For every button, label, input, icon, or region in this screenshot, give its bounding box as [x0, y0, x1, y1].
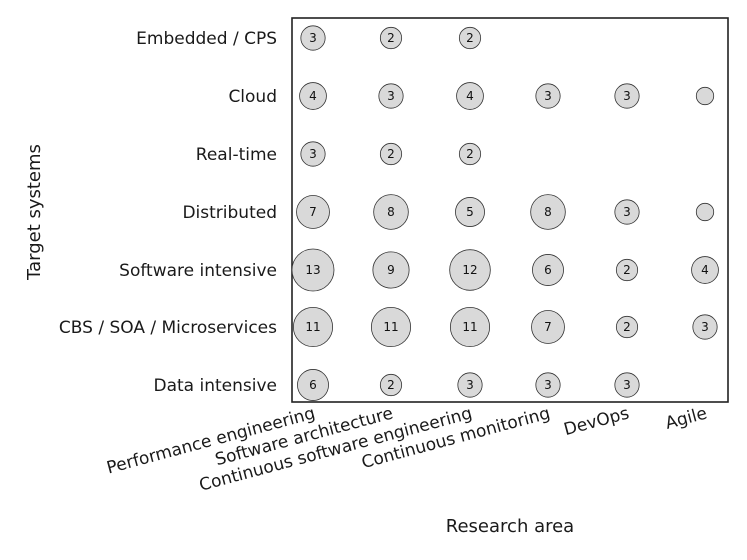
bubble-performance-engineering-software-intensive — [291, 248, 335, 292]
bubble-continuous-monitoring-data-intensive — [535, 372, 561, 398]
bubble-devops-software-intensive — [615, 258, 639, 282]
bubble-performance-engineering-distributed-label: 7 — [309, 205, 317, 219]
bubble-continuous-monitoring-cloud-label: 3 — [544, 89, 552, 103]
bubble-devops-data-intensive — [614, 372, 640, 398]
bubble-performance-engineering-embedded-cps-label: 3 — [309, 31, 317, 45]
bubble-performance-engineering-embedded-cps — [300, 25, 326, 51]
bubble-agile-distributed — [695, 202, 715, 222]
bubble-devops-cbs-soa-microservices-label: 2 — [623, 320, 631, 334]
y-tick-embedded-cps: Embedded / CPS — [136, 29, 277, 49]
bubble-continuous-software-engineering-embedded-cps — [458, 26, 482, 50]
bubble-performance-engineering-data-intensive — [297, 369, 329, 401]
bubble-continuous-software-engineering-cbs-soa-microservices-label: 11 — [462, 320, 477, 334]
bubble-software-architecture-cloud — [378, 83, 404, 109]
y-tick-real-time: Real-time — [196, 145, 277, 165]
bubble-agile-cbs-soa-microservices — [692, 314, 718, 340]
bubble-devops-data-intensive-label: 3 — [623, 378, 631, 392]
bubble-software-architecture-cloud-label: 3 — [387, 89, 395, 103]
y-tick-cloud: Cloud — [228, 87, 277, 107]
bubble-software-architecture-real-time-label: 2 — [387, 147, 395, 161]
bubble-software-architecture-cbs-soa-microservices — [370, 306, 412, 348]
bubble-continuous-software-engineering-software-intensive — [449, 249, 491, 291]
bubble-continuous-software-engineering-cloud-label: 4 — [466, 89, 474, 103]
bubble-continuous-software-engineering-real-time-label: 2 — [466, 147, 474, 161]
bubble-continuous-software-engineering-data-intensive — [457, 372, 483, 398]
bubble-devops-cbs-soa-microservices — [615, 315, 639, 339]
bubble-performance-engineering-cloud-label: 4 — [309, 89, 317, 103]
bubble-continuous-monitoring-distributed-label: 8 — [544, 205, 552, 219]
bubble-performance-engineering-cloud — [299, 82, 327, 110]
bubble-continuous-monitoring-cbs-soa-microservices-label: 7 — [544, 320, 552, 334]
bubble-software-architecture-cbs-soa-microservices-label: 11 — [383, 320, 398, 334]
bubble-software-architecture-software-intensive-label: 9 — [387, 263, 395, 277]
bubble-performance-engineering-real-time-label: 3 — [309, 147, 317, 161]
bubble-continuous-monitoring-distributed — [530, 194, 566, 230]
x-tick-devops: DevOps — [562, 403, 632, 440]
bubble-performance-engineering-software-intensive-label: 13 — [305, 263, 320, 277]
bubble-software-architecture-data-intensive-label: 2 — [387, 378, 395, 392]
bubble-continuous-monitoring-data-intensive-label: 3 — [544, 378, 552, 392]
bubble-software-architecture-software-intensive — [372, 251, 410, 289]
bubble-devops-distributed-label: 3 — [623, 205, 631, 219]
bubble-continuous-software-engineering-data-intensive-label: 3 — [466, 378, 474, 392]
bubble-performance-engineering-cbs-soa-microservices-label: 11 — [305, 320, 320, 334]
bubble-continuous-monitoring-software-intensive-label: 6 — [544, 263, 552, 277]
bubble-performance-engineering-cbs-soa-microservices — [292, 306, 334, 348]
x-tick-agile: Agile — [663, 404, 709, 434]
bubble-continuous-monitoring-cbs-soa-microservices — [531, 310, 565, 344]
bubble-agile-software-intensive-label: 4 — [701, 263, 709, 277]
y-tick-labels: Embedded / CPS Cloud Real-time Distributed S… — [59, 29, 277, 396]
bubble-continuous-software-engineering-cbs-soa-microservices — [449, 306, 491, 348]
bubble-continuous-monitoring-software-intensive — [532, 254, 564, 286]
bubble-software-architecture-real-time — [379, 142, 403, 166]
bubble-devops-software-intensive-label: 2 — [623, 263, 631, 277]
bubble-continuous-software-engineering-software-intensive-label: 12 — [462, 263, 477, 277]
plot-frame — [291, 17, 729, 403]
x-axis-label: Research area — [446, 516, 574, 537]
bubble-agile-cbs-soa-microservices-label: 3 — [701, 320, 709, 334]
bubble-continuous-software-engineering-distributed — [455, 197, 485, 227]
bubble-continuous-software-engineering-embedded-cps-label: 2 — [466, 31, 474, 45]
y-axis-label: Target systems — [24, 144, 45, 281]
y-tick-software-intensive: Software intensive — [119, 261, 277, 281]
y-tick-distributed: Distributed — [182, 203, 277, 223]
y-tick-cbs-soa-microservices: CBS / SOA / Microservices — [59, 318, 277, 338]
bubble-continuous-software-engineering-distributed-label: 5 — [466, 205, 474, 219]
bubble-software-architecture-data-intensive — [379, 373, 403, 397]
bubble-continuous-software-engineering-real-time — [458, 142, 482, 166]
bubble-devops-cloud — [614, 83, 640, 109]
bubble-software-architecture-distributed-label: 8 — [387, 205, 395, 219]
bubble-continuous-monitoring-cloud — [535, 83, 561, 109]
bubble-performance-engineering-distributed — [296, 195, 330, 229]
bubble-software-architecture-embedded-cps-label: 2 — [387, 31, 395, 45]
bubble-agile-cloud — [695, 86, 715, 106]
bubble-continuous-software-engineering-cloud — [456, 82, 484, 110]
bubble-performance-engineering-real-time — [300, 141, 326, 167]
bubble-devops-distributed — [614, 199, 640, 225]
bubble-devops-cloud-label: 3 — [623, 89, 631, 103]
bubble-agile-software-intensive — [691, 256, 719, 284]
y-tick-data-intensive: Data intensive — [154, 376, 278, 396]
bubble-software-architecture-embedded-cps — [379, 26, 403, 50]
bubble-software-architecture-distributed — [373, 194, 409, 230]
bubble-performance-engineering-data-intensive-label: 6 — [309, 378, 317, 392]
bubbles: 3 2 2 4 3 4 3 3 3 2 2 7 8 5 8 3 13 9 12 6 2 4 11 11 11 7 2 3 6 2 3 3 3 — [291, 25, 719, 401]
